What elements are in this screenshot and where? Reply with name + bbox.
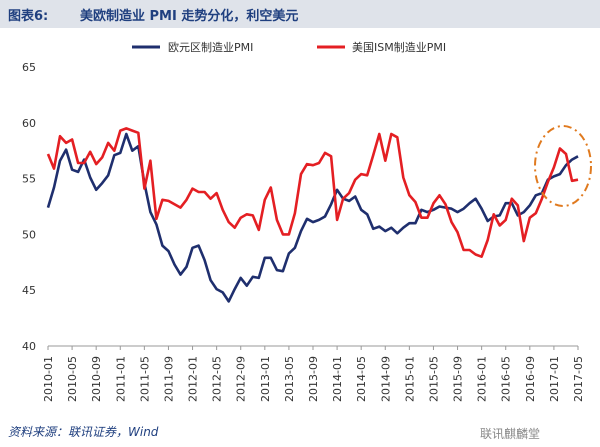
x-tick-label: 2013-05 bbox=[283, 356, 296, 402]
x-tick-label: 2010-09 bbox=[90, 356, 103, 402]
watermark: 联讯麒麟堂 bbox=[480, 427, 541, 441]
x-tick-label: 2017-05 bbox=[572, 356, 585, 402]
series-line-us bbox=[46, 127, 579, 259]
title-bar: 图表6: 美欧制造业 PMI 走势分化，利空美元 bbox=[0, 0, 600, 28]
highlight-ellipse bbox=[534, 125, 592, 207]
x-tick-label: 2010-05 bbox=[66, 356, 79, 402]
x-tick-label: 2014-01 bbox=[331, 356, 344, 402]
x-tick-label: 2015-05 bbox=[427, 356, 440, 402]
y-tick-label: 40 bbox=[22, 340, 36, 353]
y-tick-label: 55 bbox=[22, 173, 36, 186]
x-tick-label: 2014-09 bbox=[379, 356, 392, 402]
x-axis: 2010-01 2010-05 2010-09 2011-01 2011-05 2011-… bbox=[42, 345, 585, 402]
x-tick-label: 2012-09 bbox=[235, 356, 248, 402]
x-tick-label: 2011-01 bbox=[114, 356, 127, 402]
x-tick-label: 2012-05 bbox=[211, 356, 224, 402]
x-tick-label: 2011-09 bbox=[162, 356, 175, 402]
x-tick-label: 2017-01 bbox=[548, 356, 561, 402]
legend-label-us: 美国ISM制造业PMI bbox=[352, 40, 446, 54]
x-tick-label: 2016-01 bbox=[476, 356, 489, 402]
x-tick-label: 2016-05 bbox=[500, 356, 513, 402]
x-tick-label: 2016-09 bbox=[524, 356, 537, 402]
x-tick-label: 2015-01 bbox=[403, 356, 416, 402]
x-tick-label: 2010-01 bbox=[42, 356, 55, 402]
series-line-euro bbox=[46, 132, 579, 303]
x-tick-label: 2012-01 bbox=[187, 356, 200, 402]
y-tick-label: 65 bbox=[22, 61, 36, 74]
source-note: 资料来源：联讯证券，Wind bbox=[8, 425, 159, 439]
y-axis: 40 45 50 55 60 65 bbox=[22, 61, 36, 353]
x-tick-label: 2011-05 bbox=[138, 356, 151, 402]
y-tick-label: 60 bbox=[22, 117, 36, 130]
legend: 欧元区制造业PMI 美国ISM制造业PMI bbox=[132, 40, 446, 54]
x-tick-label: 2014-05 bbox=[355, 356, 368, 402]
x-tick-label: 2013-09 bbox=[307, 356, 320, 402]
y-tick-label: 45 bbox=[22, 284, 36, 297]
series-layer bbox=[46, 127, 579, 303]
chart-title: 美欧制造业 PMI 走势分化，利空美元 bbox=[80, 9, 299, 24]
legend-label-euro: 欧元区制造业PMI bbox=[168, 40, 253, 54]
figure-number: 图表6: bbox=[8, 9, 49, 24]
x-tick-label: 2013-01 bbox=[259, 356, 272, 402]
x-tick-label: 2015-09 bbox=[452, 356, 465, 402]
y-tick-label: 50 bbox=[22, 228, 36, 241]
